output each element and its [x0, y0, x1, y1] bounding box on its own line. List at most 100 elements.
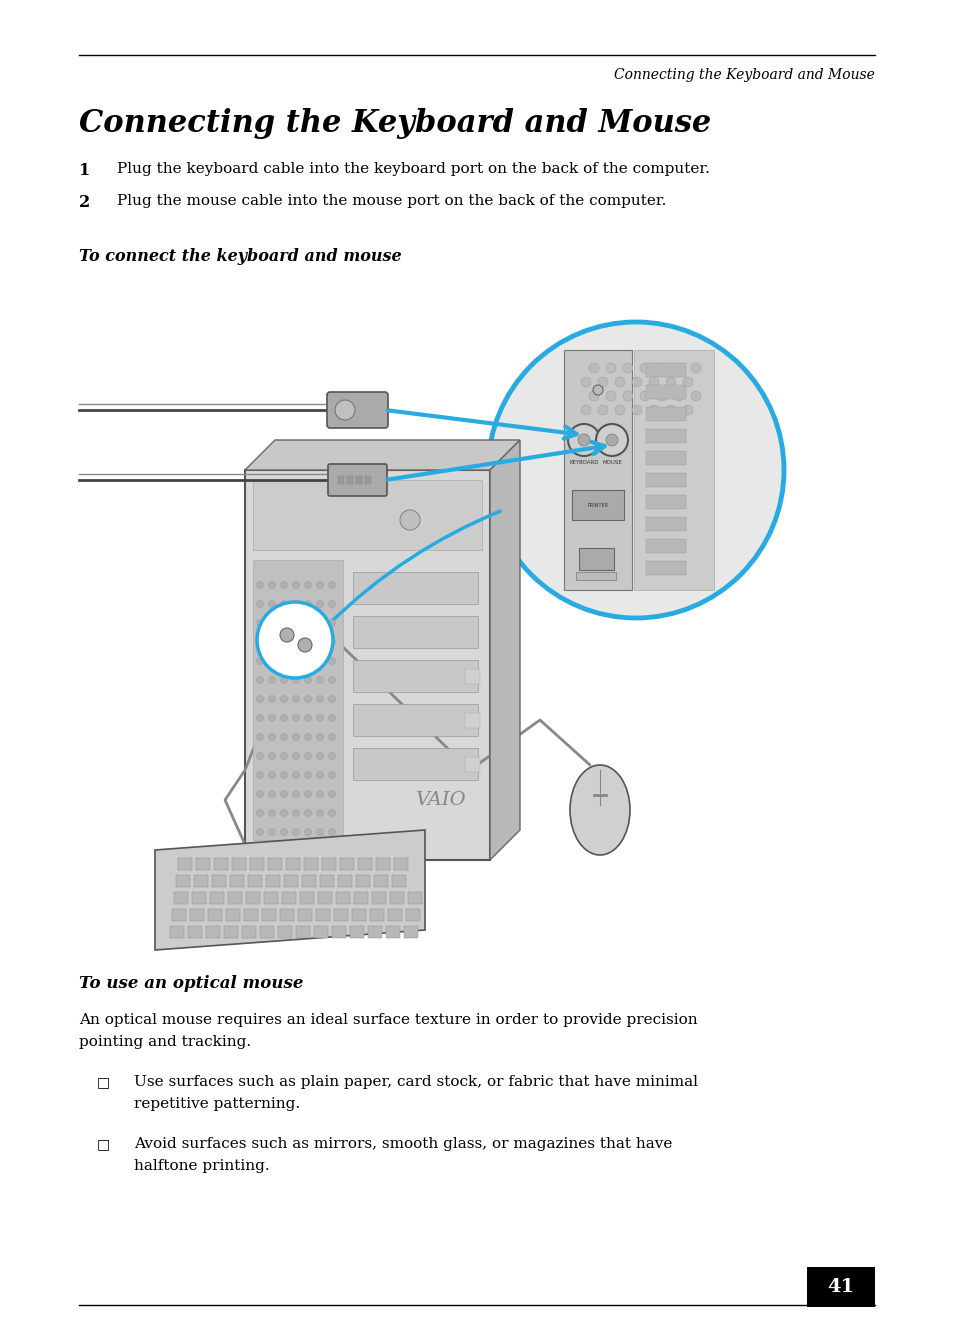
Circle shape [280, 714, 287, 721]
Circle shape [605, 391, 616, 401]
Bar [572, 490, 623, 520]
Circle shape [316, 600, 323, 607]
Text: To use an optical mouse: To use an optical mouse [79, 976, 303, 992]
Circle shape [598, 405, 607, 415]
Bar [297, 909, 312, 921]
Bar [268, 858, 282, 870]
Bar [284, 875, 297, 887]
Circle shape [256, 602, 333, 678]
Circle shape [293, 619, 299, 627]
Text: VAIO: VAIO [415, 791, 465, 809]
Circle shape [268, 714, 275, 721]
Bar [355, 875, 370, 887]
Circle shape [256, 619, 263, 627]
Bar [406, 909, 419, 921]
Bar [244, 909, 257, 921]
Circle shape [682, 405, 692, 415]
Circle shape [648, 405, 659, 415]
Text: Use surfaces such as plain paper, card stock, or fabric that have minimal: Use surfaces such as plain paper, card s… [134, 1075, 698, 1089]
Bar [193, 875, 208, 887]
Circle shape [304, 714, 312, 721]
Bar [370, 909, 384, 921]
Bar [354, 892, 368, 905]
Bar [645, 363, 685, 377]
Bar [353, 704, 477, 736]
Circle shape [335, 401, 355, 419]
Circle shape [293, 582, 299, 588]
Bar [403, 926, 417, 938]
Circle shape [304, 695, 312, 702]
Circle shape [648, 377, 659, 387]
Bar [390, 892, 403, 905]
Bar [386, 926, 399, 938]
Circle shape [268, 658, 275, 665]
Circle shape [256, 582, 263, 588]
Bar [299, 892, 314, 905]
Circle shape [598, 377, 607, 387]
Circle shape [316, 753, 323, 760]
Bar [388, 909, 401, 921]
Text: repetitive patterning.: repetitive patterning. [134, 1097, 300, 1111]
Circle shape [304, 600, 312, 607]
Bar [634, 350, 713, 590]
Circle shape [316, 677, 323, 683]
Circle shape [673, 363, 683, 373]
Bar [464, 669, 479, 683]
Bar [172, 909, 186, 921]
Bar [645, 407, 685, 421]
Circle shape [268, 677, 275, 683]
Circle shape [293, 772, 299, 779]
Bar [190, 909, 204, 921]
Bar [408, 892, 421, 905]
Circle shape [316, 828, 323, 836]
Circle shape [639, 391, 649, 401]
Circle shape [280, 695, 287, 702]
Bar [192, 892, 206, 905]
Circle shape [622, 391, 633, 401]
Circle shape [293, 638, 299, 646]
Bar [178, 858, 192, 870]
Bar [578, 548, 614, 570]
Bar [353, 616, 477, 649]
Circle shape [304, 753, 312, 760]
Circle shape [268, 695, 275, 702]
Circle shape [304, 619, 312, 627]
Bar [282, 892, 295, 905]
Text: halftone printing.: halftone printing. [134, 1159, 270, 1172]
Circle shape [328, 714, 335, 721]
Text: 41: 41 [826, 1278, 854, 1296]
Bar [314, 926, 328, 938]
Bar [253, 560, 343, 840]
Circle shape [665, 405, 676, 415]
Bar [226, 909, 240, 921]
Bar [250, 858, 264, 870]
Bar [347, 476, 353, 484]
Circle shape [293, 753, 299, 760]
Bar [357, 858, 372, 870]
Circle shape [293, 677, 299, 683]
Circle shape [268, 753, 275, 760]
Text: Avoid surfaces such as mirrors, smooth glass, or magazines that have: Avoid surfaces such as mirrors, smooth g… [134, 1138, 672, 1151]
Circle shape [293, 600, 299, 607]
Text: Connecting the Keyboard and Mouse: Connecting the Keyboard and Mouse [614, 68, 874, 82]
Bar [195, 858, 210, 870]
Circle shape [631, 405, 641, 415]
Bar [563, 350, 631, 590]
Polygon shape [245, 440, 519, 470]
Bar [228, 892, 242, 905]
Circle shape [316, 638, 323, 646]
Circle shape [622, 363, 633, 373]
Bar [280, 909, 294, 921]
Circle shape [268, 638, 275, 646]
Circle shape [328, 638, 335, 646]
Circle shape [256, 772, 263, 779]
Circle shape [605, 363, 616, 373]
Circle shape [256, 600, 263, 607]
Circle shape [268, 582, 275, 588]
Text: MOUSE: MOUSE [601, 460, 621, 465]
Bar [213, 858, 228, 870]
Circle shape [316, 791, 323, 797]
Circle shape [304, 772, 312, 779]
Circle shape [328, 619, 335, 627]
Circle shape [596, 423, 627, 456]
